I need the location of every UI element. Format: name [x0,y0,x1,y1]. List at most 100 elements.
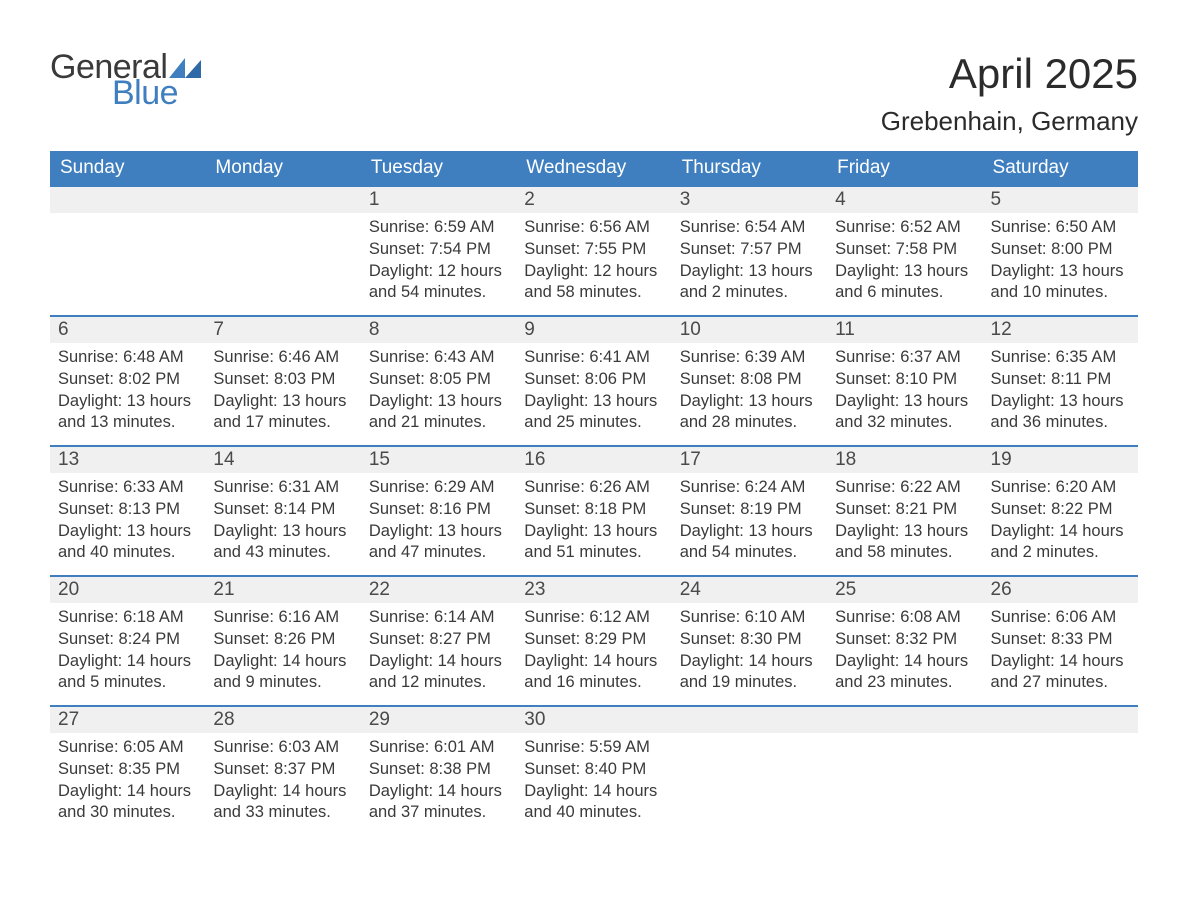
day-cell: 28Sunrise: 6:03 AMSunset: 8:37 PMDayligh… [205,707,360,835]
day-cell: 4Sunrise: 6:52 AMSunset: 7:58 PMDaylight… [827,187,982,315]
sunset-line: Sunset: 8:33 PM [991,629,1130,651]
week-row: 27Sunrise: 6:05 AMSunset: 8:35 PMDayligh… [50,705,1138,835]
day-cell: 26Sunrise: 6:06 AMSunset: 8:33 PMDayligh… [983,577,1138,705]
day-cell: 23Sunrise: 6:12 AMSunset: 8:29 PMDayligh… [516,577,671,705]
day-body: Sunrise: 6:18 AMSunset: 8:24 PMDaylight:… [50,603,205,702]
day-cell: 22Sunrise: 6:14 AMSunset: 8:27 PMDayligh… [361,577,516,705]
dayhead: Friday [827,151,982,187]
daylight-line: Daylight: 14 hours and 9 minutes. [213,651,352,695]
sunset-line: Sunset: 7:58 PM [835,239,974,261]
day-body: Sunrise: 6:50 AMSunset: 8:00 PMDaylight:… [983,213,1138,312]
sunset-line: Sunset: 8:06 PM [524,369,663,391]
sunrise-line: Sunrise: 6:18 AM [58,607,197,629]
day-number: 9 [516,317,671,343]
sunset-line: Sunset: 8:29 PM [524,629,663,651]
sunrise-line: Sunrise: 6:22 AM [835,477,974,499]
sunset-line: Sunset: 8:21 PM [835,499,974,521]
day-number: 29 [361,707,516,733]
day-number: 25 [827,577,982,603]
day-body: Sunrise: 6:26 AMSunset: 8:18 PMDaylight:… [516,473,671,572]
sunset-line: Sunset: 8:11 PM [991,369,1130,391]
daylight-line: Daylight: 14 hours and 5 minutes. [58,651,197,695]
sunrise-line: Sunrise: 6:10 AM [680,607,819,629]
daylight-line: Daylight: 14 hours and 16 minutes. [524,651,663,695]
daylight-line: Daylight: 13 hours and 40 minutes. [58,521,197,565]
day-cell [205,187,360,315]
day-body: Sunrise: 6:33 AMSunset: 8:13 PMDaylight:… [50,473,205,572]
day-body: Sunrise: 6:46 AMSunset: 8:03 PMDaylight:… [205,343,360,442]
dayhead: Wednesday [516,151,671,187]
daylight-line: Daylight: 13 hours and 47 minutes. [369,521,508,565]
sunset-line: Sunset: 8:37 PM [213,759,352,781]
day-number: 1 [361,187,516,213]
sunset-line: Sunset: 8:26 PM [213,629,352,651]
dayhead-row: SundayMondayTuesdayWednesdayThursdayFrid… [50,151,1138,187]
sunrise-line: Sunrise: 6:35 AM [991,347,1130,369]
day-cell: 10Sunrise: 6:39 AMSunset: 8:08 PMDayligh… [672,317,827,445]
day-body: Sunrise: 6:41 AMSunset: 8:06 PMDaylight:… [516,343,671,442]
day-cell: 9Sunrise: 6:41 AMSunset: 8:06 PMDaylight… [516,317,671,445]
day-cell: 18Sunrise: 6:22 AMSunset: 8:21 PMDayligh… [827,447,982,575]
day-number: 16 [516,447,671,473]
daylight-line: Daylight: 13 hours and 21 minutes. [369,391,508,435]
dayhead: Sunday [50,151,205,187]
sunrise-line: Sunrise: 6:43 AM [369,347,508,369]
sunset-line: Sunset: 8:14 PM [213,499,352,521]
weeks-container: 1Sunrise: 6:59 AMSunset: 7:54 PMDaylight… [50,187,1138,835]
week-row: 20Sunrise: 6:18 AMSunset: 8:24 PMDayligh… [50,575,1138,705]
sunrise-line: Sunrise: 6:56 AM [524,217,663,239]
sunrise-line: Sunrise: 6:06 AM [991,607,1130,629]
day-body: Sunrise: 6:24 AMSunset: 8:19 PMDaylight:… [672,473,827,572]
day-body: Sunrise: 6:56 AMSunset: 7:55 PMDaylight:… [516,213,671,312]
daylight-line: Daylight: 13 hours and 28 minutes. [680,391,819,435]
sunrise-line: Sunrise: 6:12 AM [524,607,663,629]
day-number: 15 [361,447,516,473]
sunset-line: Sunset: 8:16 PM [369,499,508,521]
day-number: 21 [205,577,360,603]
daylight-line: Daylight: 13 hours and 51 minutes. [524,521,663,565]
daylight-line: Daylight: 13 hours and 36 minutes. [991,391,1130,435]
dayhead: Thursday [672,151,827,187]
day-cell [672,707,827,835]
sunset-line: Sunset: 8:08 PM [680,369,819,391]
day-number: 3 [672,187,827,213]
sunset-line: Sunset: 8:40 PM [524,759,663,781]
sunrise-line: Sunrise: 6:46 AM [213,347,352,369]
day-number: 22 [361,577,516,603]
daylight-line: Daylight: 14 hours and 27 minutes. [991,651,1130,695]
day-number-empty [50,187,205,213]
sunrise-line: Sunrise: 6:14 AM [369,607,508,629]
day-cell: 27Sunrise: 6:05 AMSunset: 8:35 PMDayligh… [50,707,205,835]
day-body: Sunrise: 6:35 AMSunset: 8:11 PMDaylight:… [983,343,1138,442]
calendar: SundayMondayTuesdayWednesdayThursdayFrid… [50,151,1138,835]
day-cell: 16Sunrise: 6:26 AMSunset: 8:18 PMDayligh… [516,447,671,575]
dayhead: Monday [205,151,360,187]
day-body: Sunrise: 6:05 AMSunset: 8:35 PMDaylight:… [50,733,205,832]
dayhead: Saturday [983,151,1138,187]
sunset-line: Sunset: 8:38 PM [369,759,508,781]
sunset-line: Sunset: 8:24 PM [58,629,197,651]
day-body: Sunrise: 6:52 AMSunset: 7:58 PMDaylight:… [827,213,982,312]
day-cell: 3Sunrise: 6:54 AMSunset: 7:57 PMDaylight… [672,187,827,315]
day-number: 17 [672,447,827,473]
title-block: April 2025 Grebenhain, Germany [881,50,1138,137]
day-body: Sunrise: 6:12 AMSunset: 8:29 PMDaylight:… [516,603,671,702]
day-number: 20 [50,577,205,603]
daylight-line: Daylight: 13 hours and 54 minutes. [680,521,819,565]
sunset-line: Sunset: 8:03 PM [213,369,352,391]
day-cell: 21Sunrise: 6:16 AMSunset: 8:26 PMDayligh… [205,577,360,705]
day-number-empty [672,707,827,733]
day-number: 7 [205,317,360,343]
week-row: 1Sunrise: 6:59 AMSunset: 7:54 PMDaylight… [50,187,1138,315]
daylight-line: Daylight: 12 hours and 58 minutes. [524,261,663,305]
day-number-empty [983,707,1138,733]
week-row: 6Sunrise: 6:48 AMSunset: 8:02 PMDaylight… [50,315,1138,445]
daylight-line: Daylight: 13 hours and 13 minutes. [58,391,197,435]
day-number: 6 [50,317,205,343]
sunset-line: Sunset: 8:22 PM [991,499,1130,521]
sunrise-line: Sunrise: 6:01 AM [369,737,508,759]
sunrise-line: Sunrise: 5:59 AM [524,737,663,759]
day-body: Sunrise: 6:37 AMSunset: 8:10 PMDaylight:… [827,343,982,442]
day-number: 13 [50,447,205,473]
sunset-line: Sunset: 8:27 PM [369,629,508,651]
